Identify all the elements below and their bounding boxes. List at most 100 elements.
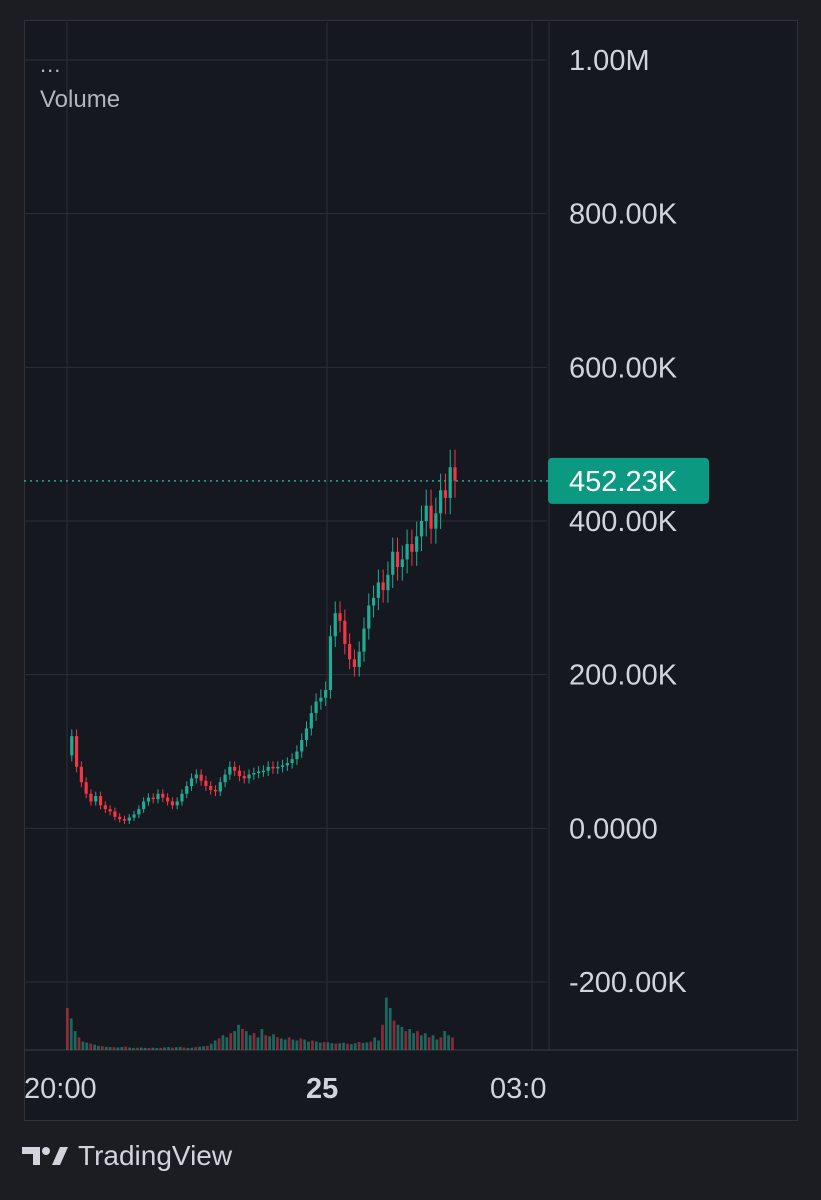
volume-bar xyxy=(213,1040,217,1050)
volume-bar xyxy=(377,1040,380,1050)
volume-bar xyxy=(112,1047,116,1050)
candle-body xyxy=(271,766,275,769)
volume-bar xyxy=(198,1046,201,1050)
volume-bar xyxy=(194,1047,198,1050)
volume-bar xyxy=(225,1037,229,1050)
volume-bar xyxy=(272,1034,275,1050)
volume-bar xyxy=(447,1035,450,1050)
volume-bar xyxy=(244,1031,248,1050)
y-tick-label: 400.00K xyxy=(569,506,678,538)
candle-body xyxy=(367,605,371,629)
volume-bar xyxy=(381,1024,384,1050)
candle-body xyxy=(391,551,395,575)
candle-body xyxy=(79,766,83,783)
volume-bar xyxy=(151,1047,155,1050)
candle-body xyxy=(376,582,380,598)
volume-bar xyxy=(237,1024,240,1050)
volume-bar xyxy=(66,1008,69,1050)
candle-body xyxy=(242,776,246,779)
volume-bar xyxy=(256,1037,260,1050)
candle-body xyxy=(371,597,376,606)
candle-body xyxy=(400,559,404,568)
y-tick-label: 200.00K xyxy=(569,660,678,692)
candle-body xyxy=(300,739,304,752)
volume-bar xyxy=(396,1024,400,1050)
candle-body xyxy=(338,613,342,621)
volume-bar xyxy=(427,1037,431,1050)
candle-body xyxy=(348,643,352,660)
volume-bar xyxy=(190,1047,194,1050)
candle-body xyxy=(410,544,414,552)
candle-body xyxy=(127,817,131,821)
volume-bar xyxy=(404,1031,408,1050)
candle-body xyxy=(319,697,323,702)
candle-body xyxy=(405,544,409,560)
candle-body xyxy=(314,701,318,714)
volume-bar xyxy=(443,1031,447,1050)
volume-bar xyxy=(85,1042,89,1050)
volume-bar xyxy=(276,1037,279,1050)
volume-bar xyxy=(182,1047,186,1050)
candle-body xyxy=(98,796,103,806)
volume-bar xyxy=(357,1042,361,1050)
candle-body xyxy=(113,811,117,817)
candle-body xyxy=(295,751,299,760)
candle-body xyxy=(228,766,232,775)
volume-bar xyxy=(346,1043,349,1050)
candle-body xyxy=(237,770,242,777)
candle-body xyxy=(151,797,155,800)
candle-body xyxy=(443,490,448,498)
candle-body xyxy=(194,774,198,779)
volume-bar xyxy=(330,1043,334,1050)
volume-bar xyxy=(101,1046,104,1050)
volume-bar xyxy=(229,1033,233,1050)
volume-bar xyxy=(124,1046,128,1050)
volume-bar xyxy=(81,1041,85,1050)
candle-body xyxy=(266,766,270,771)
y-tick-label: 0.0000 xyxy=(569,813,658,845)
candle-body xyxy=(280,765,285,767)
candle-body xyxy=(357,651,361,667)
volume-bar xyxy=(268,1036,272,1050)
chart-frame xyxy=(24,20,798,1121)
candle-body xyxy=(165,797,170,802)
volume-bar xyxy=(252,1033,256,1050)
candle-body xyxy=(448,467,452,498)
candle-body xyxy=(161,793,165,798)
volume-bar xyxy=(295,1040,299,1050)
volume-bar xyxy=(147,1048,151,1050)
volume-bar xyxy=(408,1029,412,1050)
tradingview-logo-icon xyxy=(22,1147,68,1165)
volume-bar xyxy=(171,1047,174,1050)
volume-bar xyxy=(163,1047,166,1050)
volume-bar xyxy=(314,1041,318,1050)
y-tick-label: 1.00M xyxy=(569,45,650,77)
volume-bar xyxy=(423,1033,427,1050)
volume-bar xyxy=(287,1037,291,1050)
candle-body xyxy=(352,659,357,667)
candle-body xyxy=(252,773,256,775)
volume-bar xyxy=(120,1047,124,1050)
candle-body xyxy=(84,782,88,794)
volume-bar xyxy=(97,1045,100,1050)
volume-bar xyxy=(174,1047,178,1050)
y-tick-label: 600.00K xyxy=(569,352,678,384)
candle-body xyxy=(218,782,222,792)
legend-menu-dots[interactable]: ... xyxy=(40,52,62,77)
candle-body xyxy=(185,786,189,794)
volume-bar xyxy=(291,1039,295,1050)
volume-bar xyxy=(311,1040,314,1050)
brand-name: TradingView xyxy=(78,1140,233,1171)
candle-body xyxy=(213,789,218,792)
volume-bar xyxy=(439,1037,443,1050)
candle-body xyxy=(333,613,337,637)
volume-bar xyxy=(303,1039,307,1050)
volume-bar xyxy=(400,1026,404,1050)
candle-body xyxy=(381,582,385,591)
volume-bar xyxy=(326,1042,330,1050)
brand-footer[interactable]: TradingView xyxy=(22,1140,232,1172)
candle-body xyxy=(453,467,457,481)
candle-body xyxy=(429,505,433,529)
volume-bar xyxy=(221,1035,225,1050)
volume-bar xyxy=(451,1037,454,1050)
